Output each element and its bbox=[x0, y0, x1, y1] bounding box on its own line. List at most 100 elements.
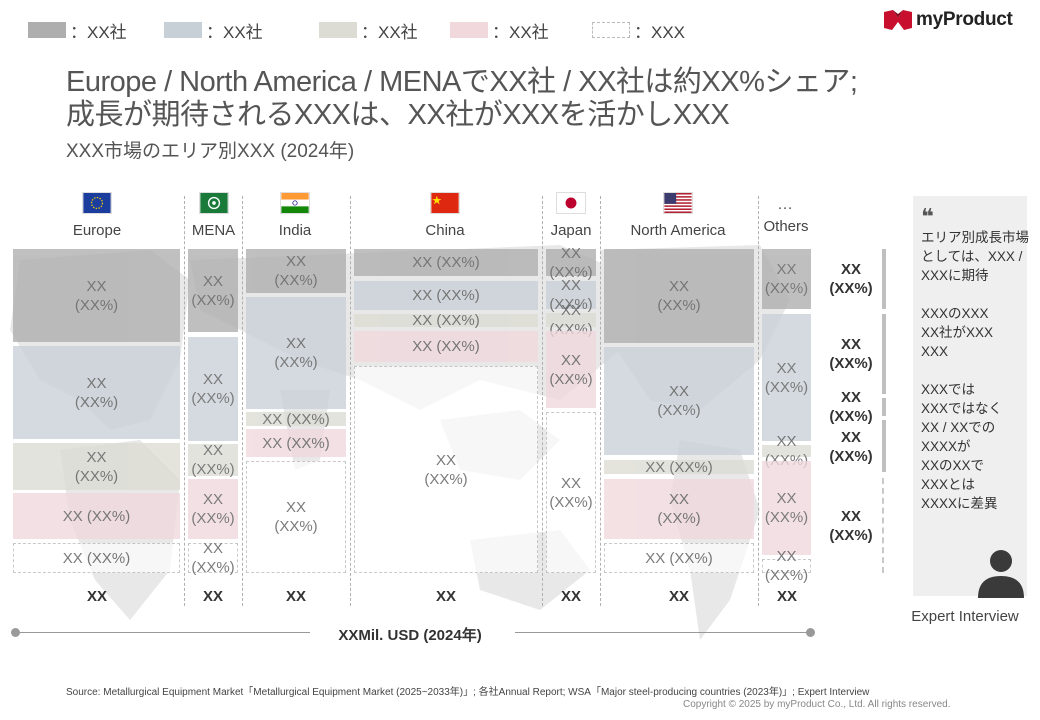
region-name: China bbox=[425, 222, 465, 239]
usa-flag-icon bbox=[663, 192, 693, 214]
legend-item-company-4: ：XX社 bbox=[450, 20, 549, 42]
legend-label: ：XX社 bbox=[70, 22, 127, 42]
india-flag-icon bbox=[280, 192, 310, 214]
region-header-mena: MENA bbox=[186, 192, 241, 239]
share-bar-company-1 bbox=[882, 249, 886, 309]
logo-mark-icon bbox=[884, 10, 912, 30]
region-name: Others bbox=[763, 218, 809, 235]
market-cell: XX (XX%) bbox=[762, 433, 811, 469]
share-label-others: XX (XX%) bbox=[829, 508, 873, 544]
legend-label: ：XX社 bbox=[492, 22, 549, 42]
market-cell: XX (XX%) bbox=[604, 543, 754, 573]
market-cell: XX (XX%) bbox=[188, 337, 238, 441]
column-separator bbox=[184, 196, 185, 606]
legend-swatch bbox=[319, 22, 357, 38]
legend-label: ：XXX bbox=[634, 22, 686, 42]
market-cell: XX (XX%) bbox=[762, 314, 811, 441]
market-cell: XX (XX%) bbox=[246, 297, 346, 409]
column-separator bbox=[350, 196, 351, 606]
market-cell: XX (XX%) bbox=[13, 493, 180, 539]
market-cell: XX (XX%) bbox=[246, 461, 346, 573]
title-line-2: 成長が期待されるXXXは、XX社がXXXを活かしXXX bbox=[66, 99, 730, 131]
region-name: North America bbox=[630, 222, 726, 239]
share-label-company-3: XX (XX%) bbox=[829, 389, 873, 425]
region-name: Europe bbox=[72, 222, 122, 239]
market-cell: XX (XX%) bbox=[188, 442, 238, 478]
region-total: XX bbox=[202, 588, 223, 605]
legend-swatch bbox=[592, 22, 630, 38]
quote-icon: ❝ bbox=[921, 204, 934, 229]
market-cell: XX (XX%) bbox=[546, 277, 596, 313]
market-cell: XX (XX%) bbox=[354, 281, 538, 310]
market-cell: XX (XX%) bbox=[246, 411, 346, 428]
copyright-note: Copyright © 2025 by myProduct Co., Ltd. … bbox=[683, 699, 951, 710]
region-total: XX bbox=[668, 588, 689, 605]
region-header-north-america: North America bbox=[618, 192, 738, 239]
market-cell: XX (XX%) bbox=[604, 459, 754, 476]
region-name: India bbox=[278, 222, 312, 239]
region-total: XX bbox=[285, 588, 306, 605]
column-separator bbox=[758, 196, 759, 606]
column-separator bbox=[600, 196, 601, 606]
market-cell: XX (XX%) bbox=[546, 245, 596, 281]
legend-item-company-2: ：XX社 bbox=[164, 20, 263, 42]
axis-end-dot bbox=[806, 628, 815, 637]
legend-swatch bbox=[450, 22, 488, 38]
region-name: MENA bbox=[191, 222, 236, 239]
market-cell: XX (XX%) bbox=[546, 331, 596, 408]
market-cell: XX (XX%) bbox=[354, 249, 538, 276]
market-cell: XX (XX%) bbox=[762, 461, 811, 555]
japan-flag-icon bbox=[556, 192, 586, 214]
title-line-1: Europe / North America / MENAでXX社 / XX社は… bbox=[66, 66, 858, 98]
arab-league-flag-icon bbox=[198, 192, 229, 214]
column-separator bbox=[242, 196, 243, 606]
share-bar-others bbox=[882, 478, 884, 573]
region-header-china: China bbox=[400, 192, 490, 239]
region-header-europe: Europe bbox=[52, 192, 142, 239]
share-bar-company-3 bbox=[882, 398, 886, 416]
legend-swatch bbox=[28, 22, 66, 38]
axis-label: XXMil. USD (2024年) bbox=[338, 627, 482, 644]
expert-interview-label: Expert Interview bbox=[911, 608, 1019, 625]
region-header-japan: Japan bbox=[544, 192, 598, 239]
region-header-others: … Others bbox=[758, 196, 814, 235]
market-cell: XX (XX%) bbox=[604, 347, 754, 455]
market-cell: XX (XX%) bbox=[762, 249, 811, 309]
axis-line-left bbox=[15, 632, 310, 633]
market-cell: XX (XX%) bbox=[354, 366, 538, 573]
market-cell: XX (XX%) bbox=[13, 346, 180, 439]
page-subtitle: XXX市場のエリア別XXX (2024年) bbox=[66, 141, 355, 162]
share-bar-company-4 bbox=[882, 420, 886, 472]
column-separator bbox=[542, 196, 543, 606]
market-cell: XX (XX%) bbox=[246, 249, 346, 293]
axis-line-right bbox=[515, 632, 811, 633]
market-cell: XX (XX%) bbox=[13, 443, 180, 490]
market-cell: XX (XX%) bbox=[246, 429, 346, 457]
market-cell: XX (XX%) bbox=[188, 540, 238, 576]
eu-flag-icon bbox=[82, 192, 112, 214]
legend-swatch bbox=[164, 22, 202, 38]
expert-comment-text: エリア別成長市場としては、XXX / XXXに期待 XXXのXXX XX社がXX… bbox=[921, 230, 1029, 511]
region-total: XX bbox=[435, 588, 456, 605]
market-cell: XX (XX%) bbox=[354, 312, 538, 329]
china-flag-icon bbox=[430, 192, 460, 214]
source-note: Source: Metallurgical Equipment Market「M… bbox=[66, 687, 870, 698]
market-cell: XX (XX%) bbox=[546, 302, 596, 338]
market-cell: XX (XX%) bbox=[188, 249, 238, 332]
legend-item-company-3: ：XX社 bbox=[319, 20, 418, 42]
market-cell: XX (XX%) bbox=[546, 412, 596, 573]
ellipsis-icon: … bbox=[777, 196, 795, 213]
market-cell: XX (XX%) bbox=[762, 548, 811, 584]
share-bar-company-2 bbox=[882, 314, 886, 394]
market-cell: XX (XX%) bbox=[604, 249, 754, 343]
market-cell: XX (XX%) bbox=[354, 331, 538, 362]
market-cell: XX (XX%) bbox=[604, 479, 754, 539]
legend-item-others: ：XXX bbox=[592, 20, 686, 42]
share-label-company-1: XX (XX%) bbox=[829, 261, 873, 297]
page-title: Europe / North America / MENAでXX社 / XX社は… bbox=[66, 66, 966, 132]
logo-text: myProduct bbox=[916, 9, 1013, 30]
region-name: Japan bbox=[550, 222, 592, 239]
region-total: XX bbox=[86, 588, 107, 605]
brand-logo: myProduct bbox=[884, 9, 1013, 31]
expert-comment-panel: ❝ エリア別成長市場としては、XXX / XXXに期待 XXXのXXX XX社が… bbox=[913, 196, 1029, 598]
